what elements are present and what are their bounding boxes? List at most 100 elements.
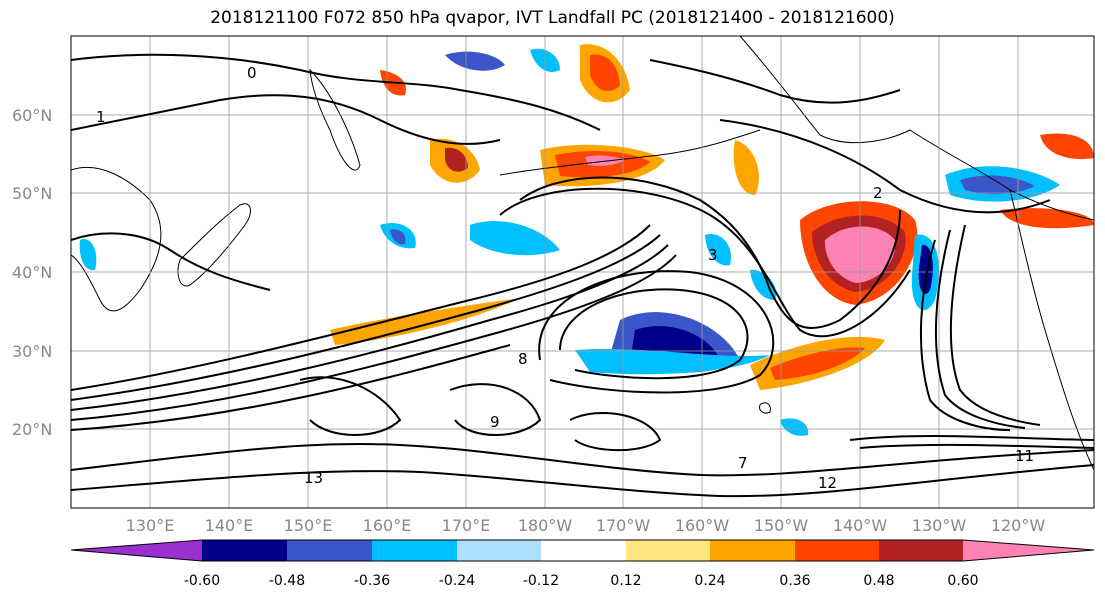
lon-label: 160°W: [675, 516, 730, 535]
lat-label: 40°N: [12, 263, 52, 282]
positive-anomaly-coast: [1000, 208, 1094, 229]
lat-labels: 60°N 50°N 40°N 30°N 20°N: [12, 106, 52, 439]
contour-cyclone-1: [559, 288, 749, 380]
contour-subtropic-1: [299, 376, 402, 436]
positive-anomaly-north-e: [1040, 133, 1094, 160]
contour-south-2: [71, 464, 1094, 498]
contour-label: 8: [518, 350, 528, 368]
negative-anomaly-west-c: [79, 239, 97, 271]
positive-anomaly-north-b-core: [445, 147, 468, 172]
lon-labels: 130°E 140°E 150°E 160°E 170°E 180°W 170°…: [126, 516, 1046, 535]
colorbar-labels: -0.60 -0.48 -0.36 -0.24 -0.12 0.12 0.24 …: [184, 573, 979, 589]
lon-label: 150°E: [284, 516, 333, 535]
contour-south-3: [849, 434, 1094, 441]
colorbar-cell: [710, 540, 795, 561]
colorbar-cell: [879, 540, 963, 561]
lon-label: 180°W: [518, 516, 573, 535]
map-panel: 1 0 2 3 8 9 7 12 13 11: [70, 35, 1095, 509]
lon-label: 140°E: [205, 516, 254, 535]
lon-label: 120°W: [991, 516, 1046, 535]
positive-anomaly-jet: [330, 298, 520, 345]
lon-label: 160°E: [363, 516, 412, 535]
ivt-contours: [71, 53, 1094, 498]
contour-arc-3: [719, 119, 1051, 214]
coast-na-west: [1009, 189, 1094, 471]
colorbar-cell: [202, 540, 287, 561]
contour-labels: 1 0 2 3 8 9 7 12 13 11: [96, 64, 1034, 492]
lat-label: 20°N: [12, 420, 52, 439]
contour-ne-3: [949, 224, 1041, 426]
contour-subtropic-2: [449, 383, 542, 436]
contour-jet-1: [71, 224, 651, 391]
contour-west-1: [71, 232, 271, 291]
contour-label: 9: [490, 413, 500, 431]
positive-anomaly-north-c: [733, 140, 759, 195]
contour-label: 2: [873, 184, 883, 202]
lon-label: 130°W: [912, 516, 967, 535]
contour-cyclone-2: [538, 270, 775, 394]
colorbar-cell: [287, 540, 372, 561]
contour-north-1: [71, 53, 601, 131]
colorbar-outline: [70, 539, 1095, 562]
coast-asia: [71, 166, 162, 312]
colorbar-cell: [541, 540, 626, 561]
colorbar-cell: [457, 540, 541, 561]
colorbar-tick-label: 0.48: [863, 573, 894, 589]
coast-hawaii: [759, 402, 771, 414]
colorbar-tick-label: -0.60: [184, 573, 220, 589]
coast-alaska: [739, 36, 1094, 221]
colorbar-cell: [626, 540, 710, 561]
lon-label: 170°W: [596, 516, 651, 535]
positive-anomaly-aleutian-peak: [585, 155, 625, 166]
contour-north-3: [649, 59, 901, 104]
negative-anomaly-cyclone-edge: [575, 348, 770, 375]
contour-label: 0: [247, 64, 257, 82]
contour-label: 3: [708, 246, 718, 264]
shading-layer: [79, 44, 1094, 436]
colorbar-tick-label: -0.36: [354, 573, 390, 589]
negative-anomaly-west-b-core: [390, 229, 406, 245]
colorbar-tick-label: -0.12: [523, 573, 559, 589]
contour-jet-4: [71, 254, 677, 421]
colorbar-cell: [963, 540, 1094, 561]
contour-label: 13: [304, 469, 323, 487]
coast-japan: [177, 203, 251, 287]
lon-label: 130°E: [126, 516, 175, 535]
colorbar-cell: [71, 540, 202, 561]
negative-anomaly-south-b: [780, 418, 809, 436]
contour-arc-2: [499, 187, 911, 338]
negative-anomaly-mid: [705, 234, 731, 266]
contour-label: 12: [818, 474, 837, 492]
coastlines: [71, 36, 1094, 471]
lat-label: 50°N: [12, 184, 52, 203]
lon-label: 140°W: [833, 516, 888, 535]
colorbar: [70, 539, 1095, 562]
map-title: 2018121100 F072 850 hPa qvapor, IVT Land…: [210, 8, 895, 28]
contour-arc-1: [519, 176, 901, 330]
negative-anomaly-mid-b: [750, 269, 776, 300]
lon-label: 170°E: [442, 516, 491, 535]
coast-aleutians: [499, 129, 761, 176]
contour-jet-2: [71, 234, 661, 401]
contour-south-1: [71, 443, 1094, 477]
contour-subtropic-3: [569, 412, 662, 452]
colorbar-tick-label: 0.60: [947, 573, 978, 589]
coast-kamchatka: [309, 68, 361, 171]
lat-label: 60°N: [12, 106, 52, 125]
contour-label: 7: [738, 454, 748, 472]
colorbar-cell: [372, 540, 457, 561]
contour-jet-5: [71, 344, 511, 431]
contour-north-2: [71, 94, 501, 145]
negative-anomaly-west-a: [470, 221, 560, 256]
positive-anomaly-south-core: [770, 347, 865, 380]
colorbar-tick-label: 0.24: [694, 573, 725, 589]
negative-anomaly-ne-arc-core: [918, 244, 933, 294]
negative-anomaly-coastal-core: [960, 175, 1035, 195]
contour-label: 11: [1015, 447, 1034, 465]
colorbar-tick-label: -0.24: [439, 573, 475, 589]
colorbar-cell: [795, 540, 879, 561]
contour-ne-1: [919, 239, 1011, 431]
contour-ne-2: [934, 229, 1026, 429]
colorbar-tick-label: 0.12: [610, 573, 641, 589]
